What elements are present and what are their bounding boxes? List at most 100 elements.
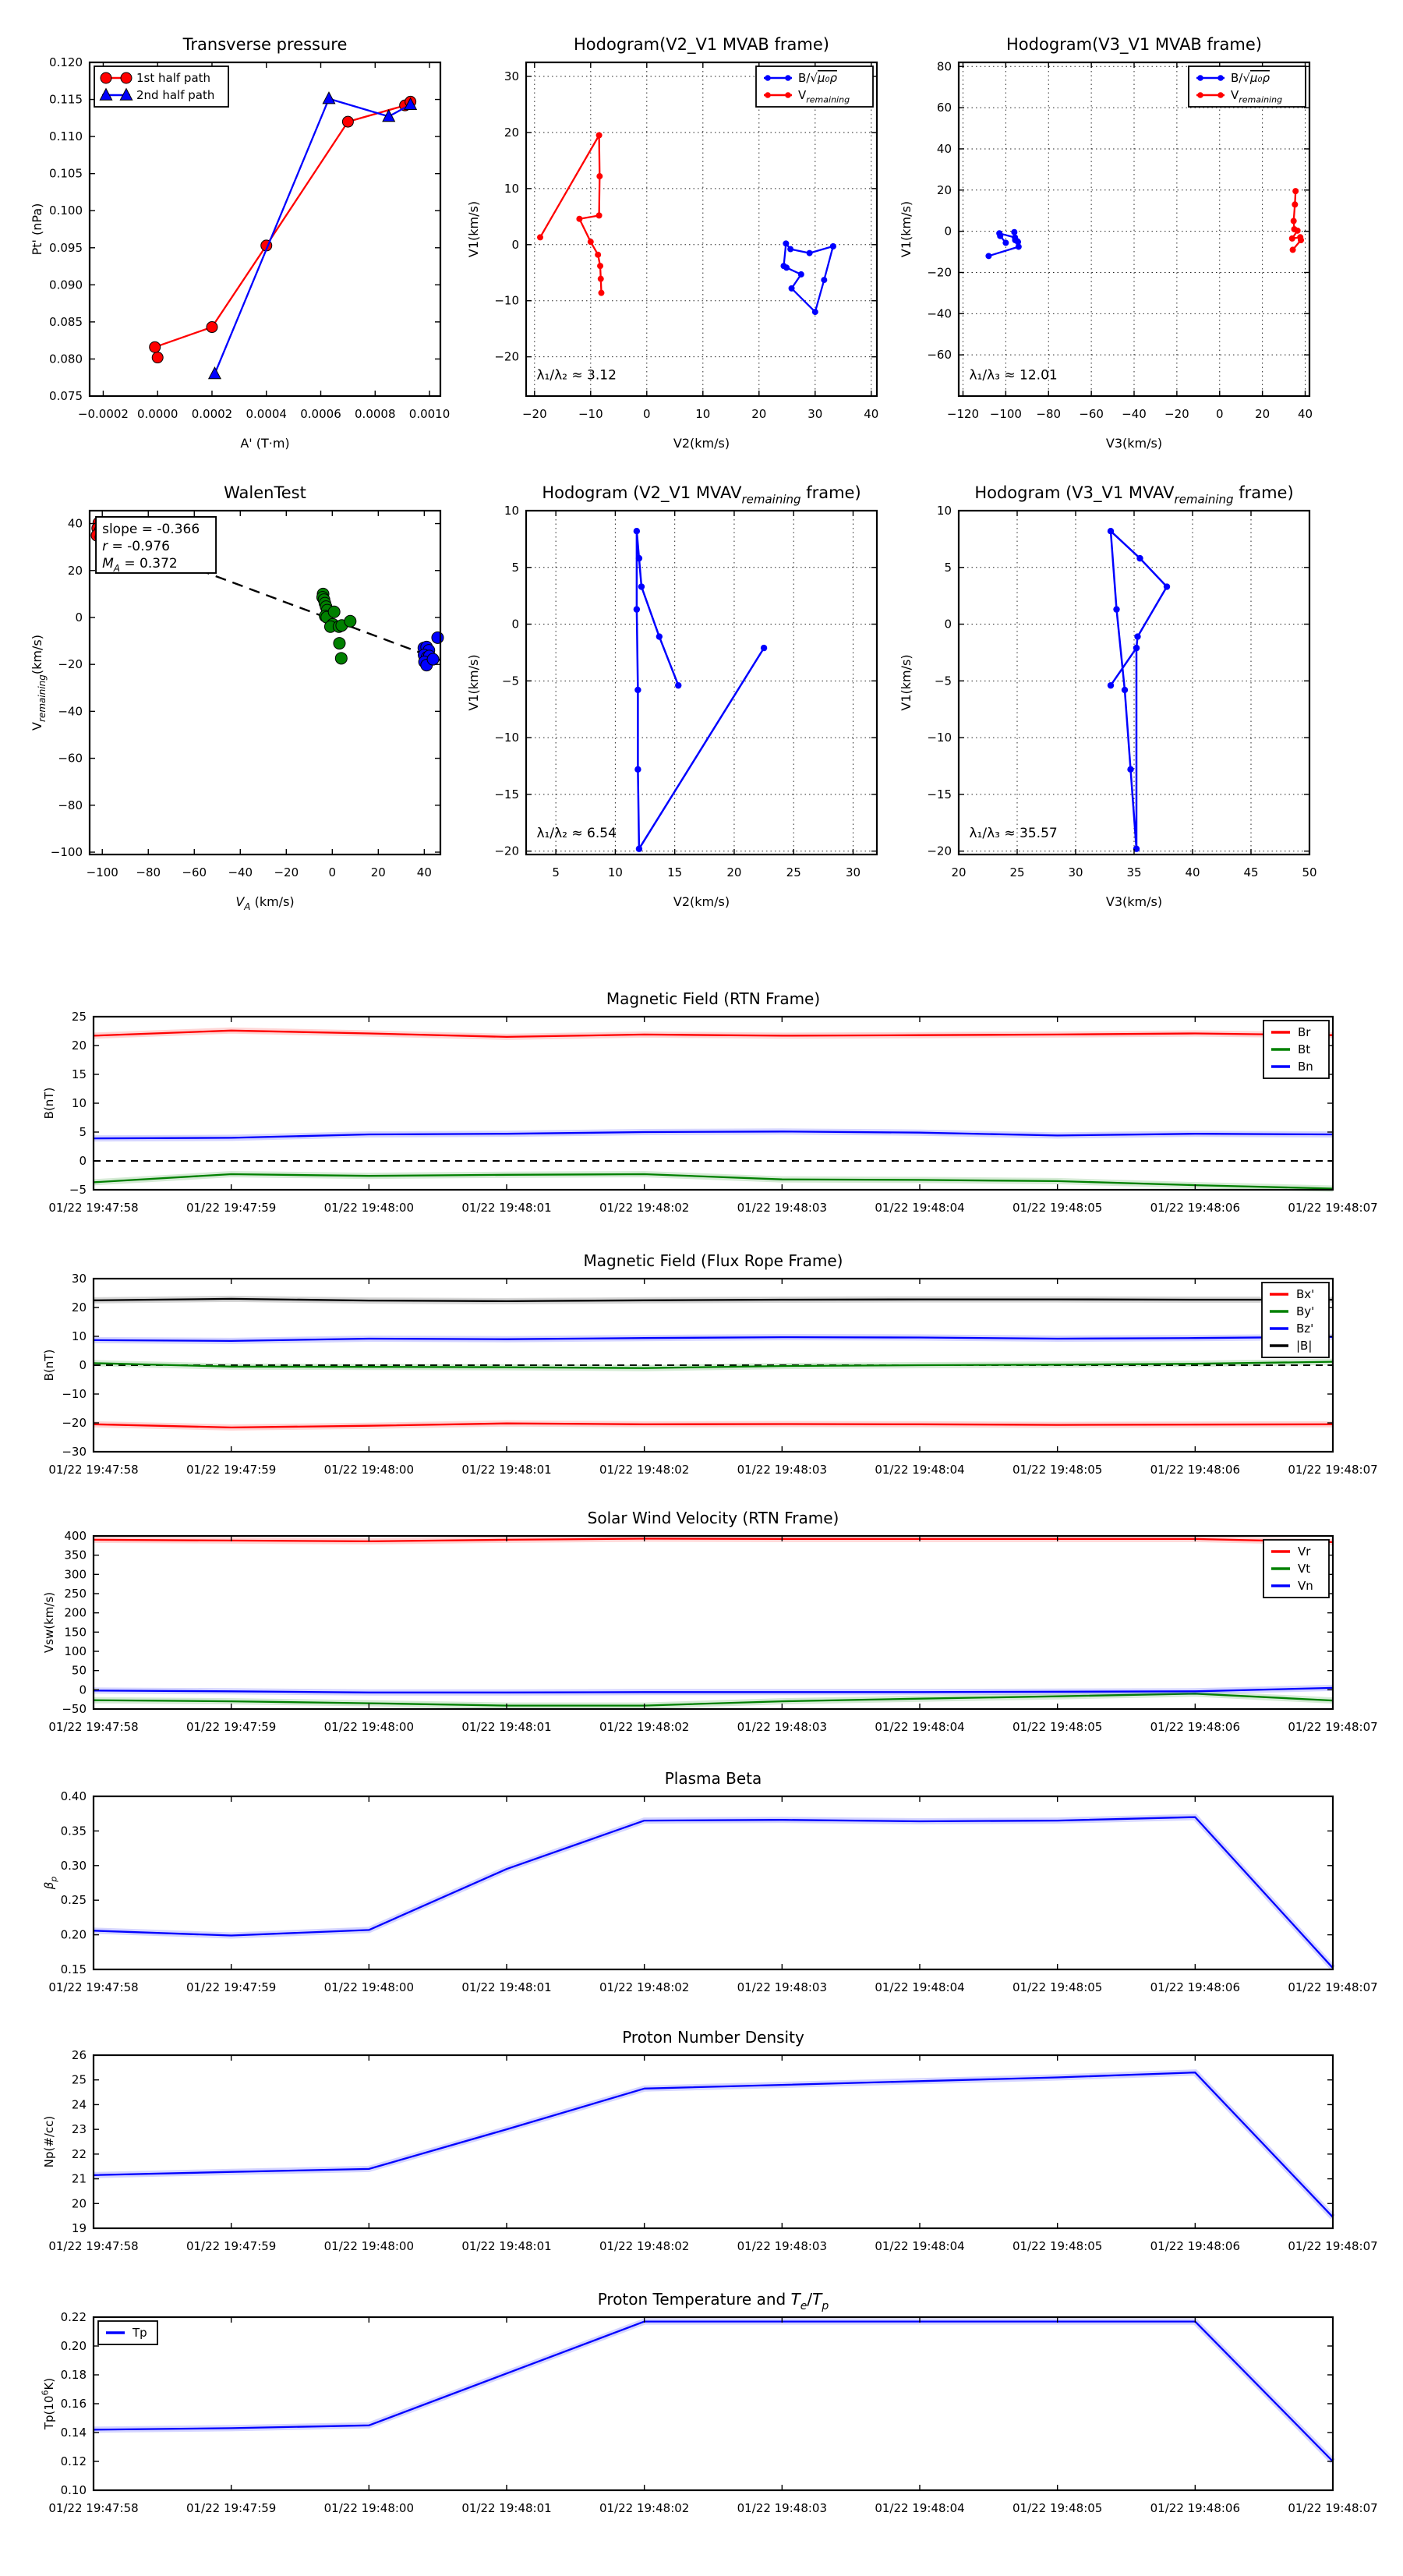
svg-text:−20: −20 bbox=[1164, 407, 1189, 421]
svg-text:01/22 19:48:01: 01/22 19:48:01 bbox=[461, 1980, 551, 1994]
svg-text:V1(km/s): V1(km/s) bbox=[899, 654, 914, 710]
svg-text:150: 150 bbox=[64, 1625, 87, 1639]
svg-text:Vremaining(km/s): Vremaining(km/s) bbox=[30, 635, 48, 731]
svg-text:50: 50 bbox=[1302, 865, 1316, 879]
chart-solar-wind-velocity-rtn: 01/22 19:47:58 01/22 19:47:59 01/22 19:48:… bbox=[42, 1509, 1378, 1734]
svg-text:−10: −10 bbox=[62, 1387, 87, 1401]
svg-text:−60: −60 bbox=[182, 865, 207, 879]
svg-text:Hodogram(V3_V1 MVAB frame): Hodogram(V3_V1 MVAB frame) bbox=[1006, 35, 1262, 55]
svg-text:−60: −60 bbox=[58, 752, 83, 766]
svg-text:01/22 19:48:06: 01/22 19:48:06 bbox=[1150, 2501, 1240, 2515]
svg-text:01/22 19:48:03: 01/22 19:48:03 bbox=[737, 1463, 827, 1477]
svg-text:01/22 19:48:01: 01/22 19:48:01 bbox=[461, 1720, 551, 1734]
svg-text:0.15: 0.15 bbox=[61, 1962, 87, 1976]
svg-text:19: 19 bbox=[72, 2221, 87, 2235]
svg-text:350: 350 bbox=[64, 1548, 87, 1562]
svg-text:10: 10 bbox=[72, 1096, 87, 1110]
svg-text:01/22 19:47:58: 01/22 19:47:58 bbox=[48, 1720, 138, 1734]
svg-text:20: 20 bbox=[951, 865, 966, 879]
svg-text:01/22 19:48:04: 01/22 19:48:04 bbox=[875, 1201, 964, 1215]
svg-text:01/22 19:48:05: 01/22 19:48:05 bbox=[1012, 1980, 1102, 1994]
svg-text:01/22 19:48:04: 01/22 19:48:04 bbox=[875, 1720, 964, 1734]
svg-text:0: 0 bbox=[79, 1683, 87, 1697]
svg-text:VA (km/s): VA (km/s) bbox=[235, 894, 294, 912]
svg-text:10: 10 bbox=[72, 1329, 87, 1343]
svg-text:01/22 19:48:03: 01/22 19:48:03 bbox=[737, 2239, 827, 2253]
svg-text:Pt' (nPa): Pt' (nPa) bbox=[30, 203, 44, 256]
svg-text:λ₁/λ₃ ≈ 12.01: λ₁/λ₃ ≈ 12.01 bbox=[970, 368, 1058, 384]
svg-text:B/√μ₀ρ: B/√μ₀ρ bbox=[1231, 71, 1270, 85]
svg-text:20: 20 bbox=[68, 564, 83, 578]
svg-text:0.20: 0.20 bbox=[61, 1928, 87, 1942]
svg-text:15: 15 bbox=[72, 1067, 87, 1081]
svg-text:Bx': Bx' bbox=[1296, 1287, 1314, 1301]
svg-text:01/22 19:48:02: 01/22 19:48:02 bbox=[599, 1980, 689, 1994]
svg-text:25: 25 bbox=[786, 865, 801, 879]
svg-text:20: 20 bbox=[504, 126, 519, 140]
svg-text:01/22 19:48:00: 01/22 19:48:00 bbox=[324, 1201, 414, 1215]
svg-text:01/22 19:48:05: 01/22 19:48:05 bbox=[1012, 2501, 1102, 2515]
svg-text:01/22 19:48:05: 01/22 19:48:05 bbox=[1012, 2239, 1102, 2253]
svg-text:0.0002: 0.0002 bbox=[192, 407, 233, 421]
svg-text:01/22 19:47:58: 01/22 19:47:58 bbox=[48, 1980, 138, 1994]
svg-text:100: 100 bbox=[64, 1644, 87, 1658]
svg-text:B(nT): B(nT) bbox=[42, 1088, 56, 1120]
svg-text:−5: −5 bbox=[502, 674, 519, 688]
svg-text:25: 25 bbox=[72, 1010, 87, 1024]
svg-text:Vt: Vt bbox=[1298, 1562, 1310, 1576]
svg-text:0: 0 bbox=[944, 225, 952, 239]
svg-text:30: 30 bbox=[72, 1272, 87, 1286]
svg-text:01/22 19:48:06: 01/22 19:48:06 bbox=[1150, 1201, 1240, 1215]
svg-text:01/22 19:48:06: 01/22 19:48:06 bbox=[1150, 1980, 1240, 1994]
svg-text:Magnetic Field (RTN Frame): Magnetic Field (RTN Frame) bbox=[606, 989, 820, 1008]
svg-text:01/22 19:48:00: 01/22 19:48:00 bbox=[324, 1720, 414, 1734]
svg-text:−10: −10 bbox=[494, 294, 519, 308]
svg-text:A' (T·m): A' (T·m) bbox=[240, 436, 289, 451]
svg-text:60: 60 bbox=[937, 101, 952, 115]
svg-text:01/22 19:48:00: 01/22 19:48:00 bbox=[324, 2501, 414, 2515]
svg-text:0.18: 0.18 bbox=[61, 2368, 87, 2382]
svg-text:MA = 0.372: MA = 0.372 bbox=[102, 556, 178, 574]
svg-text:01/22 19:47:58: 01/22 19:47:58 bbox=[48, 2239, 138, 2253]
svg-text:300: 300 bbox=[64, 1567, 87, 1581]
svg-text:01/22 19:48:03: 01/22 19:48:03 bbox=[737, 1201, 827, 1215]
svg-text:01/22 19:47:58: 01/22 19:47:58 bbox=[48, 1201, 138, 1215]
svg-text:λ₁/λ₂ ≈ 6.54: λ₁/λ₂ ≈ 6.54 bbox=[537, 826, 617, 841]
svg-text:25: 25 bbox=[72, 2073, 87, 2087]
svg-text:0.14: 0.14 bbox=[61, 2426, 87, 2440]
svg-text:−5: −5 bbox=[69, 1183, 87, 1197]
svg-text:V1(km/s): V1(km/s) bbox=[466, 654, 481, 710]
svg-text:01/22 19:48:01: 01/22 19:48:01 bbox=[461, 1463, 551, 1477]
svg-text:V2(km/s): V2(km/s) bbox=[673, 894, 730, 909]
svg-text:40: 40 bbox=[68, 517, 83, 531]
svg-text:0.085: 0.085 bbox=[49, 315, 83, 329]
svg-text:50: 50 bbox=[72, 1664, 87, 1678]
svg-text:Vremaining: Vremaining bbox=[798, 88, 850, 105]
svg-text:Bz': Bz' bbox=[1296, 1322, 1313, 1336]
svg-text:0: 0 bbox=[79, 1154, 87, 1168]
svg-text:0: 0 bbox=[79, 1358, 87, 1372]
svg-text:0.35: 0.35 bbox=[61, 1824, 87, 1838]
svg-text:V1(km/s): V1(km/s) bbox=[466, 201, 481, 257]
svg-text:01/22 19:48:05: 01/22 19:48:05 bbox=[1012, 1463, 1102, 1477]
svg-text:5: 5 bbox=[511, 561, 519, 575]
svg-text:Hodogram(V2_V1 MVAB frame): Hodogram(V2_V1 MVAB frame) bbox=[574, 35, 829, 55]
svg-text:V3(km/s): V3(km/s) bbox=[1106, 436, 1162, 451]
svg-text:By': By' bbox=[1296, 1304, 1314, 1318]
svg-text:0: 0 bbox=[75, 610, 83, 625]
svg-text:0: 0 bbox=[643, 407, 651, 421]
svg-text:0.110: 0.110 bbox=[49, 129, 83, 143]
svg-text:B(nT): B(nT) bbox=[42, 1350, 56, 1382]
svg-text:20: 20 bbox=[751, 407, 766, 421]
svg-text:Tp(106K): Tp(106K) bbox=[41, 2378, 56, 2430]
svg-text:0.115: 0.115 bbox=[49, 93, 83, 107]
svg-text:0: 0 bbox=[511, 617, 519, 632]
svg-text:01/22 19:47:59: 01/22 19:47:59 bbox=[186, 1720, 276, 1734]
svg-text:01/22 19:48:06: 01/22 19:48:06 bbox=[1150, 1463, 1240, 1477]
svg-text:0.0008: 0.0008 bbox=[355, 407, 396, 421]
svg-text:−80: −80 bbox=[58, 798, 83, 812]
svg-text:Tp: Tp bbox=[132, 2326, 147, 2340]
svg-text:20: 20 bbox=[72, 1300, 87, 1315]
svg-text:−40: −40 bbox=[1122, 407, 1147, 421]
